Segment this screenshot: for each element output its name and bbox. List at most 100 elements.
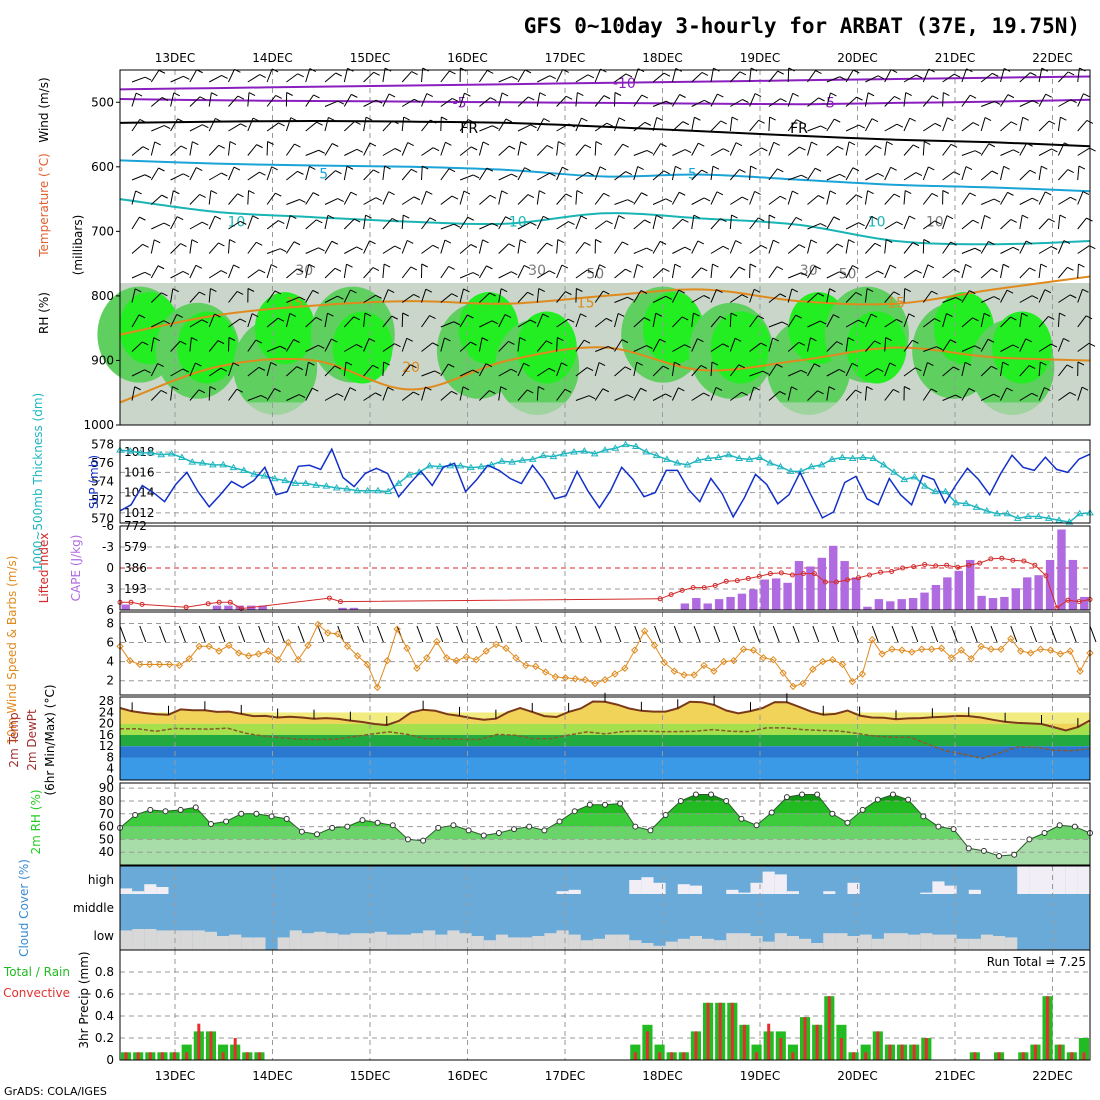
wind-barb-flag	[739, 71, 747, 76]
wind-barb-upper	[942, 268, 954, 279]
wind-barb-flag	[603, 192, 610, 197]
wind10m-point	[868, 635, 876, 644]
wind-barb-upper	[440, 239, 446, 254]
wind-barb-flag	[866, 386, 873, 391]
wind-barb-upper	[807, 70, 816, 83]
wind-barb-upper	[1057, 338, 1064, 352]
thickness-point	[828, 455, 836, 462]
wind-barb-upper	[459, 93, 465, 107]
cloud-low-cell	[932, 934, 945, 950]
wind-barb-flag	[296, 268, 304, 273]
wind-barb-upper	[1000, 387, 1008, 401]
wind-barb-upper	[343, 121, 355, 132]
wind-barb-flag	[964, 361, 972, 366]
thickness-point	[1003, 509, 1012, 517]
wind-barb-upper	[536, 242, 548, 254]
rh2m-fill-band	[120, 839, 1090, 865]
thickness-point	[601, 446, 609, 453]
li-point	[139, 601, 145, 607]
wind-barb-flag	[161, 97, 169, 101]
cloud-row-label: low	[94, 929, 115, 943]
rh2m-point	[723, 797, 730, 804]
dewpt2m-line	[120, 727, 1091, 760]
wind-barb-10m	[317, 625, 325, 643]
wind-barb-flag	[1041, 165, 1048, 170]
wind-barb-upper	[691, 313, 694, 328]
wind-barb-flag	[565, 193, 573, 198]
wind-barb-flag	[255, 339, 263, 344]
wind-barb-flag	[1059, 312, 1066, 317]
cloud-low-cell	[144, 929, 157, 950]
wind-barb-flag	[196, 167, 203, 171]
wind-barb-upper	[807, 167, 816, 181]
wind10m-point	[442, 654, 451, 662]
wind-barb-flag	[215, 117, 222, 122]
wind-barb-upper	[228, 239, 230, 254]
cape-bar	[863, 606, 872, 610]
wind-barb-10m	[574, 625, 582, 643]
wind-barb-flag	[491, 320, 499, 325]
cape-bar	[1023, 577, 1032, 610]
thickness-point	[1065, 518, 1074, 525]
wind-barb-upper	[247, 313, 253, 328]
wind-barb-flag	[221, 172, 228, 177]
thickness-point	[652, 451, 661, 459]
wind-barb-flag	[776, 363, 783, 368]
cape-bar	[1011, 588, 1021, 610]
wind-barb-upper	[710, 315, 721, 328]
cape-bar	[1068, 559, 1078, 610]
wind-barb-flag	[179, 340, 187, 345]
precip-convective-bar	[791, 1052, 795, 1060]
wind-barb-10m	[376, 625, 384, 643]
wind-barb-flag	[936, 346, 943, 351]
wind-barb-flag	[1028, 365, 1036, 370]
wind-barb-flag	[946, 313, 953, 317]
wind-barb-upper	[189, 167, 197, 181]
wind-barb-upper	[671, 166, 676, 181]
thickness-point	[580, 447, 589, 454]
wind-barb-10m	[733, 625, 741, 643]
wind-barb-flag	[734, 337, 742, 342]
wind-barb-upper	[1038, 246, 1052, 254]
li-point	[337, 599, 343, 605]
thickness-point	[735, 454, 744, 461]
wind-barb-upper	[421, 191, 427, 205]
wind-barb-flag	[800, 369, 808, 374]
wind-barb-upper	[942, 297, 956, 303]
rh2m-point	[980, 847, 987, 854]
cloud-high-cell	[847, 882, 860, 894]
wind-barb-upper	[150, 337, 155, 352]
wind-barb-upper	[401, 294, 414, 303]
wind-barb-flag	[346, 165, 354, 170]
wind-barb-flag	[1051, 246, 1058, 250]
wind-barb-upper	[536, 118, 545, 132]
wind10m-point	[630, 646, 639, 654]
wind-barb-upper	[710, 148, 724, 156]
wind-barb-flag	[546, 242, 553, 247]
wind10m-point	[828, 655, 837, 664]
cloud-low-cell	[714, 940, 727, 950]
cape-ylabel: CAPE (J/kg)	[69, 535, 83, 602]
cloud-high-cell	[1041, 866, 1054, 894]
wind-barb-upper	[575, 92, 578, 107]
cape-ytick: 386	[124, 561, 147, 575]
wind-barb-10m	[238, 625, 246, 643]
wind10m-point	[284, 638, 292, 647]
wind-barb-upper	[961, 219, 974, 230]
wind-barb-flag	[674, 263, 682, 268]
li-ytick: 3	[106, 582, 114, 596]
wind-barb-flag	[923, 239, 931, 243]
wind-barb-10m	[357, 625, 365, 643]
wind-barb-upper	[942, 366, 954, 377]
cloud-low-cell	[980, 934, 993, 950]
precip-convective-bar	[682, 1052, 686, 1060]
wind-barb-flag	[1032, 100, 1039, 105]
li-point	[227, 599, 233, 605]
cloud-low-cell	[435, 934, 448, 950]
wind-barb-flag	[286, 92, 293, 96]
upper-ylabel-units: (millibars)	[71, 215, 85, 276]
wind-barb-flag	[289, 312, 297, 317]
wind-barb-upper	[1019, 240, 1027, 254]
contour-label: -5	[453, 95, 467, 111]
wind-barb-upper	[305, 166, 310, 181]
